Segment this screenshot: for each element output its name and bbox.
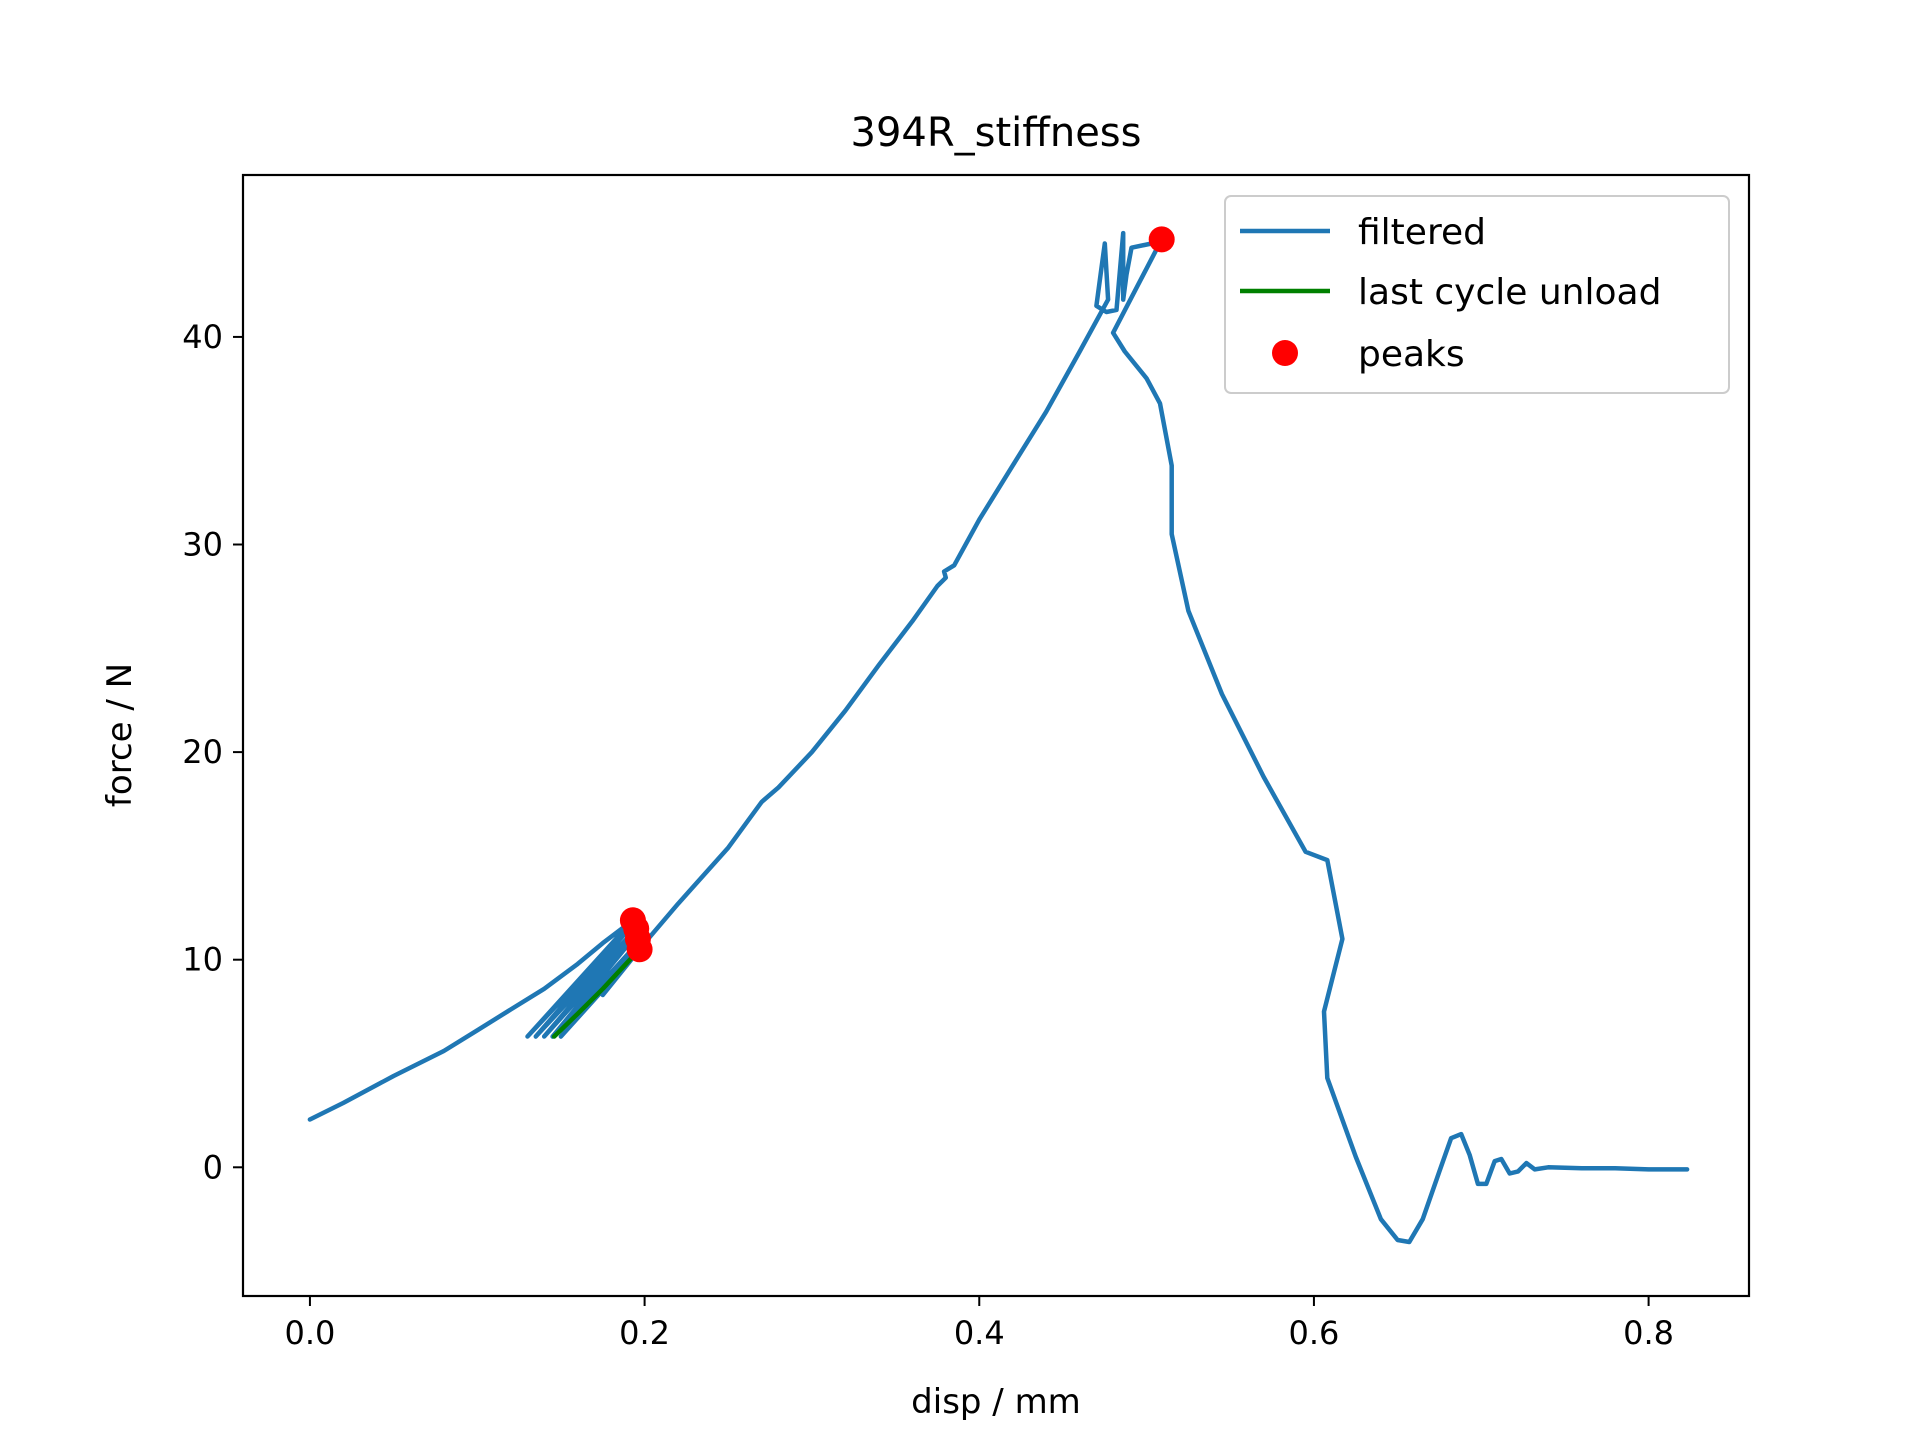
y-axis: 0 10 20 30 40: [182, 318, 243, 1186]
y-tick-label: 10: [182, 941, 223, 979]
chart-title: 394R_stiffness: [851, 110, 1142, 156]
legend-label: last cycle unload: [1358, 272, 1661, 313]
y-tick-label: 30: [182, 526, 223, 564]
x-tick-label: 0.6: [1288, 1314, 1339, 1352]
series-line-filtered: [307, 230, 1690, 1245]
legend-label: peaks: [1358, 334, 1465, 375]
axes-frame: [241, 173, 1751, 1298]
x-axis-label: disp / mm: [911, 1382, 1081, 1422]
x-tick-label: 0.8: [1623, 1314, 1674, 1352]
y-tick-label: 20: [182, 733, 223, 771]
peak-point-4: [626, 936, 653, 963]
legend-swatch-peaks: [1272, 340, 1298, 366]
x-tick-label: 0.0: [284, 1314, 335, 1352]
y-axis-label: force / N: [100, 663, 140, 807]
chart-marks: [307, 226, 1690, 1245]
legend-box: [1224, 195, 1730, 394]
y-tick-label: 0: [203, 1148, 223, 1186]
legend-label: filtered: [1358, 212, 1486, 253]
y-tick-label: 40: [182, 318, 223, 356]
x-tick-label: 0.4: [954, 1314, 1005, 1352]
x-axis: 0.0 0.2 0.4 0.6 0.8: [284, 1296, 1674, 1352]
peak-point-5: [1148, 226, 1175, 253]
x-tick-label: 0.2: [619, 1314, 670, 1352]
legend: filtered last cycle unload peaks: [1224, 195, 1730, 394]
